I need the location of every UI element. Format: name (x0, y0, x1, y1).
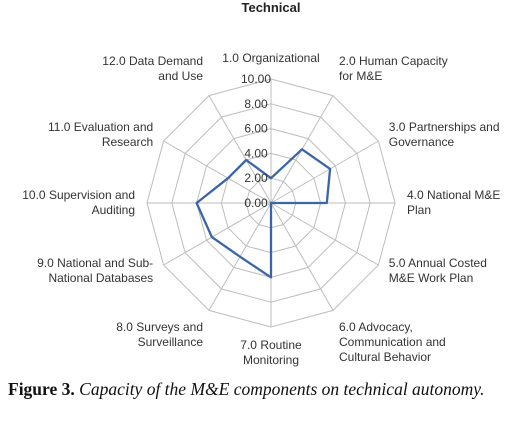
category-label: 6.0 Advocacy, (339, 320, 413, 334)
grid-spoke (163, 202, 272, 266)
category-label: 12.0 Data Demand (102, 54, 203, 68)
radial-tick-label: 8.00 (244, 97, 268, 111)
category-label: 11.0 Evaluation and (48, 120, 153, 134)
category-label: 1.0 Organizational (222, 51, 319, 65)
category-label: 3.0 Partnerships and (389, 120, 500, 134)
category-label: Monitoring (243, 353, 299, 367)
series-layer (195, 148, 332, 279)
grid-spoke (270, 140, 379, 204)
category-labels: 1.0 Organizational 2.0 Human Capacityfor … (22, 51, 500, 367)
category-label: 5.0 Annual Costed (389, 256, 487, 270)
category-label: 2.0 Human Capacity (339, 54, 448, 68)
category-label: and Use (158, 69, 203, 83)
category-label: 7.0 Routine (240, 338, 302, 352)
grid-spoke (208, 95, 272, 204)
radial-tick-label: 6.00 (244, 122, 268, 136)
category-label: for M&E (339, 69, 382, 83)
radial-tick-label: 2.00 (244, 171, 268, 185)
series-line (195, 148, 332, 279)
category-label: Auditing (92, 203, 135, 217)
category-label: 9.0 National and Sub- (37, 256, 153, 270)
grid-spoke (270, 202, 334, 311)
caption-text: Capacity of the M&E components on techni… (79, 379, 485, 399)
category-label: Research (102, 135, 153, 149)
category-label: Governance (389, 135, 455, 149)
category-label: National Databases (48, 271, 153, 285)
grid-spoke (270, 202, 379, 266)
category-label: Communication and (339, 335, 446, 349)
category-label: 4.0 National M&E (407, 188, 500, 202)
category-label: Plan (407, 203, 431, 217)
figure-caption: Figure 3. Capacity of the M&E components… (8, 378, 522, 400)
category-label: 10.0 Supervision and (22, 188, 135, 202)
radial-tick-label: 4.00 (244, 146, 268, 160)
category-label: 8.0 Surveys and (116, 320, 203, 334)
radial-ticks: 0.00 2.00 4.00 6.00 8.00 10.00 (241, 72, 271, 210)
chart-title: Technical (241, 0, 300, 15)
radar-chart: Technical 0.00 2.00 4.00 6.00 8.00 10.00 1.0 … (22, 0, 500, 367)
category-label: Surveillance (138, 335, 204, 349)
radial-tick-label: 10.00 (241, 72, 271, 86)
caption-label: Figure 3. (8, 379, 75, 399)
radial-tick-label: 0.00 (244, 196, 268, 210)
category-label: Cultural Behavior (339, 350, 431, 364)
category-label: M&E Work Plan (389, 271, 473, 285)
grid-spoke (163, 140, 272, 204)
